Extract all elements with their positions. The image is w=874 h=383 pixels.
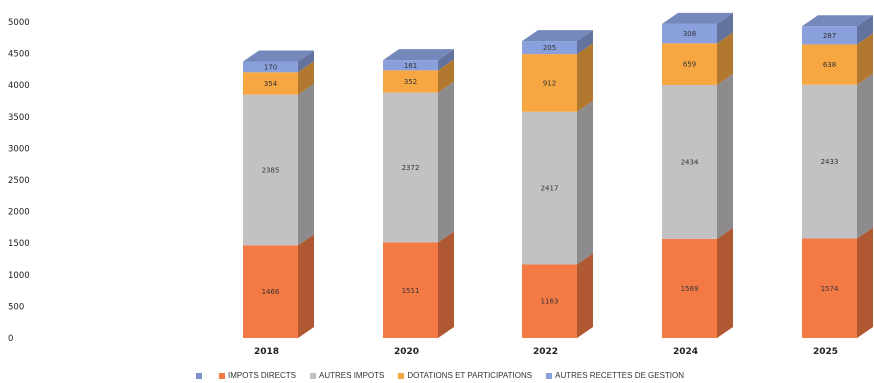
- bar-segment-side: [857, 33, 873, 85]
- y-tick-label: 4000: [8, 81, 30, 91]
- data-label: 170: [264, 63, 277, 71]
- y-tick-label: 4500: [8, 50, 30, 60]
- data-label: 912: [543, 79, 556, 87]
- bar-segment-side: [298, 234, 314, 338]
- legend-label-autres-impots: AUTRES IMPOTS: [319, 371, 385, 380]
- legend: IMPOTS DIRECTS AUTRES IMPOTS DOTATIONS E…: [196, 371, 684, 380]
- bar-segment-front: [243, 245, 298, 338]
- data-label: 1466: [262, 288, 280, 296]
- y-tick-label: 1000: [8, 271, 30, 281]
- bar-segment-side: [857, 15, 873, 45]
- bar-segment-side: [717, 74, 733, 239]
- data-label: 308: [683, 30, 696, 38]
- bar-segment-side: [298, 83, 314, 246]
- bar-segment-side: [717, 227, 733, 338]
- legend-item-unnamed: [196, 372, 205, 379]
- bar-segment-side: [577, 100, 593, 265]
- y-tick-label: 3000: [8, 144, 30, 154]
- data-label: 1511: [402, 287, 420, 295]
- bar-segment-front: [383, 70, 438, 93]
- data-label: 2434: [681, 158, 699, 166]
- bar-segment-top: [243, 50, 314, 62]
- legend-swatch-autres-recettes: [546, 372, 553, 379]
- bar-segment-front: [383, 242, 438, 338]
- y-tick-label: 1500: [8, 239, 30, 249]
- x-category-label: 2025: [813, 347, 838, 357]
- bar-segment-front: [243, 72, 298, 95]
- bar-segment-front: [383, 60, 438, 71]
- bar-segment-side: [438, 81, 454, 243]
- legend-swatch-impots-directs: [219, 372, 225, 379]
- bar-segment-top: [383, 49, 454, 61]
- y-tick-label: 2500: [8, 176, 30, 186]
- data-label: 352: [404, 78, 417, 86]
- data-label: 2372: [402, 164, 420, 172]
- x-category-label: 2020: [394, 347, 419, 357]
- data-label: 2433: [821, 158, 839, 166]
- y-tick-label: 500: [8, 302, 24, 312]
- bar-segment-side: [717, 12, 733, 44]
- bar-segment-front: [243, 61, 298, 73]
- bar-segment-front: [662, 238, 717, 338]
- data-label: 205: [543, 44, 556, 52]
- data-label: 638: [823, 61, 836, 69]
- bar-segment-front: [522, 111, 577, 265]
- bar-segment-side: [857, 73, 873, 239]
- bar-segment-side: [298, 61, 314, 95]
- bar-segment-top: [522, 30, 593, 42]
- legend-label-autres-recettes: AUTRES RECETTES DE GESTION: [555, 371, 685, 380]
- bar-segment-front: [802, 44, 857, 85]
- bar-segment-side: [438, 49, 454, 71]
- data-label: 659: [683, 61, 696, 69]
- x-category-label: 2018: [254, 347, 279, 357]
- legend-item-impots-directs: IMPOTS DIRECTS: [219, 371, 296, 380]
- data-label: 1569: [681, 285, 699, 293]
- bar-segment-front: [802, 84, 857, 239]
- bar-segment-front: [522, 264, 577, 338]
- bar-segment-side: [438, 59, 454, 93]
- y-tick-label: 2000: [8, 208, 30, 218]
- bar-segment-front: [522, 41, 577, 55]
- legend-item-dotations: DOTATIONS ET PARTICIPATIONS: [398, 371, 532, 380]
- bar-segment-side: [857, 227, 873, 338]
- bar-segment-side: [577, 253, 593, 338]
- bar-segment-top: [802, 15, 873, 27]
- bar-segment-side: [298, 50, 314, 73]
- data-label: 1574: [821, 285, 839, 293]
- bar-segment-side: [577, 43, 593, 112]
- legend-label-dotations: DOTATIONS ET PARTICIPATIONS: [407, 371, 533, 380]
- bar-segment-top: [662, 12, 733, 24]
- legend-item-autres-recettes: AUTRES RECETTES DE GESTION: [546, 371, 684, 380]
- legend-swatch-unnamed: [196, 372, 202, 379]
- data-label: 2385: [262, 166, 280, 174]
- bar-segment-front: [522, 54, 577, 112]
- data-label: 161: [404, 62, 417, 70]
- y-tick-label: 3500: [8, 113, 30, 123]
- bar-segment-front: [802, 26, 857, 45]
- bar-segment-front: [662, 43, 717, 86]
- bar-segment-side: [438, 231, 454, 338]
- legend-swatch-dotations: [398, 372, 405, 379]
- y-tick-label: 0: [8, 334, 13, 344]
- data-label: 1163: [541, 298, 559, 306]
- x-category-label: 2024: [673, 347, 698, 357]
- legend-swatch-autres-impots: [310, 372, 317, 379]
- data-label: 287: [823, 32, 836, 40]
- bar-segment-side: [577, 30, 593, 55]
- bar-segment-side: [717, 32, 733, 86]
- data-label: 354: [264, 80, 278, 88]
- data-label: 2417: [541, 185, 559, 193]
- bar-segment-front: [802, 238, 857, 338]
- x-category-label: 2022: [533, 347, 558, 357]
- legend-item-autres-impots: AUTRES IMPOTS: [310, 371, 384, 380]
- bar-segment-front: [662, 85, 717, 239]
- y-tick-label: 5000: [8, 18, 30, 28]
- legend-label-impots-directs: IMPOTS DIRECTS: [228, 371, 297, 380]
- bar-segment-front: [662, 23, 717, 44]
- bar-segment-front: [243, 94, 298, 246]
- bar-segment-front: [383, 92, 438, 243]
